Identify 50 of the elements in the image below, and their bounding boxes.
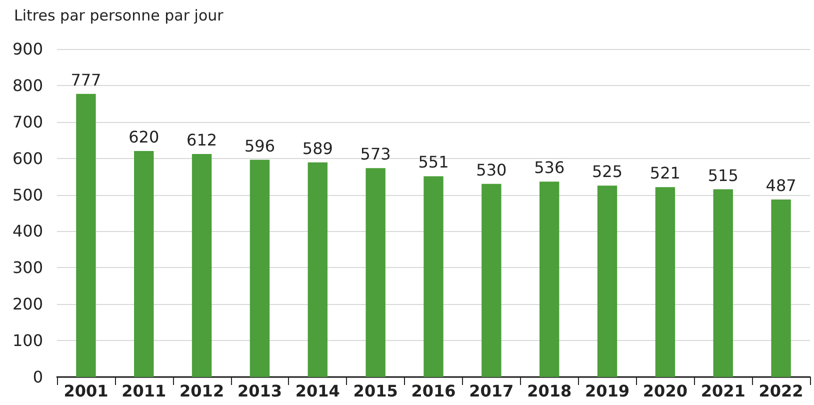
data-label: 521 bbox=[650, 164, 680, 183]
y-tick-label: 400 bbox=[12, 222, 43, 241]
x-tick-label: 2019 bbox=[585, 382, 630, 400]
x-tick-label: 2011 bbox=[122, 382, 166, 400]
data-label: 530 bbox=[476, 160, 507, 180]
data-label: 536 bbox=[534, 158, 565, 178]
y-tick-label: 0 bbox=[32, 368, 43, 386]
y-tick-label: 600 bbox=[12, 148, 43, 168]
y-tick-label: 900 bbox=[12, 40, 43, 58]
bar bbox=[655, 187, 676, 377]
x-tick-label: 2012 bbox=[180, 382, 224, 400]
x-tick-label: 2021 bbox=[700, 382, 746, 400]
bar bbox=[308, 162, 328, 377]
data-label: 551 bbox=[418, 152, 449, 172]
x-tick-label: 2016 bbox=[411, 382, 456, 400]
y-tick-label: 100 bbox=[12, 331, 43, 350]
x-tick-label: 2018 bbox=[527, 382, 572, 400]
y-tick-label: 800 bbox=[12, 76, 43, 95]
data-label: 515 bbox=[708, 166, 738, 185]
y-tick-label: 200 bbox=[12, 294, 43, 314]
bar bbox=[771, 200, 791, 377]
data-label: 596 bbox=[244, 136, 276, 156]
y-tick-label: 700 bbox=[12, 112, 43, 132]
bar bbox=[597, 186, 618, 377]
y-tick-label: 300 bbox=[12, 258, 43, 278]
bar bbox=[366, 168, 386, 377]
x-tick-label: 2022 bbox=[758, 382, 804, 400]
bar bbox=[134, 151, 154, 377]
data-label: 525 bbox=[592, 162, 623, 182]
y-tick-label: 500 bbox=[12, 185, 43, 204]
data-label: 612 bbox=[186, 130, 218, 150]
x-tick-label: 2013 bbox=[237, 382, 282, 400]
x-tick-label: 2014 bbox=[295, 382, 340, 400]
x-tick-label: 2017 bbox=[469, 382, 514, 400]
bar bbox=[424, 176, 444, 377]
x-tick-label: 2020 bbox=[642, 382, 688, 400]
y-axis-title: Litres par personne par jour bbox=[14, 6, 224, 24]
bar bbox=[250, 160, 270, 377]
data-label: 777 bbox=[70, 70, 102, 90]
data-label: 573 bbox=[360, 144, 391, 164]
data-label: 620 bbox=[128, 128, 160, 147]
bar bbox=[540, 182, 560, 377]
bar bbox=[482, 184, 502, 377]
bar bbox=[713, 189, 733, 377]
bar bbox=[76, 94, 96, 377]
data-label: 487 bbox=[766, 176, 796, 196]
data-label: 589 bbox=[302, 138, 333, 158]
x-tick-label: 2015 bbox=[353, 382, 398, 400]
bar bbox=[192, 154, 212, 377]
x-tick-label: 2001 bbox=[64, 382, 108, 400]
